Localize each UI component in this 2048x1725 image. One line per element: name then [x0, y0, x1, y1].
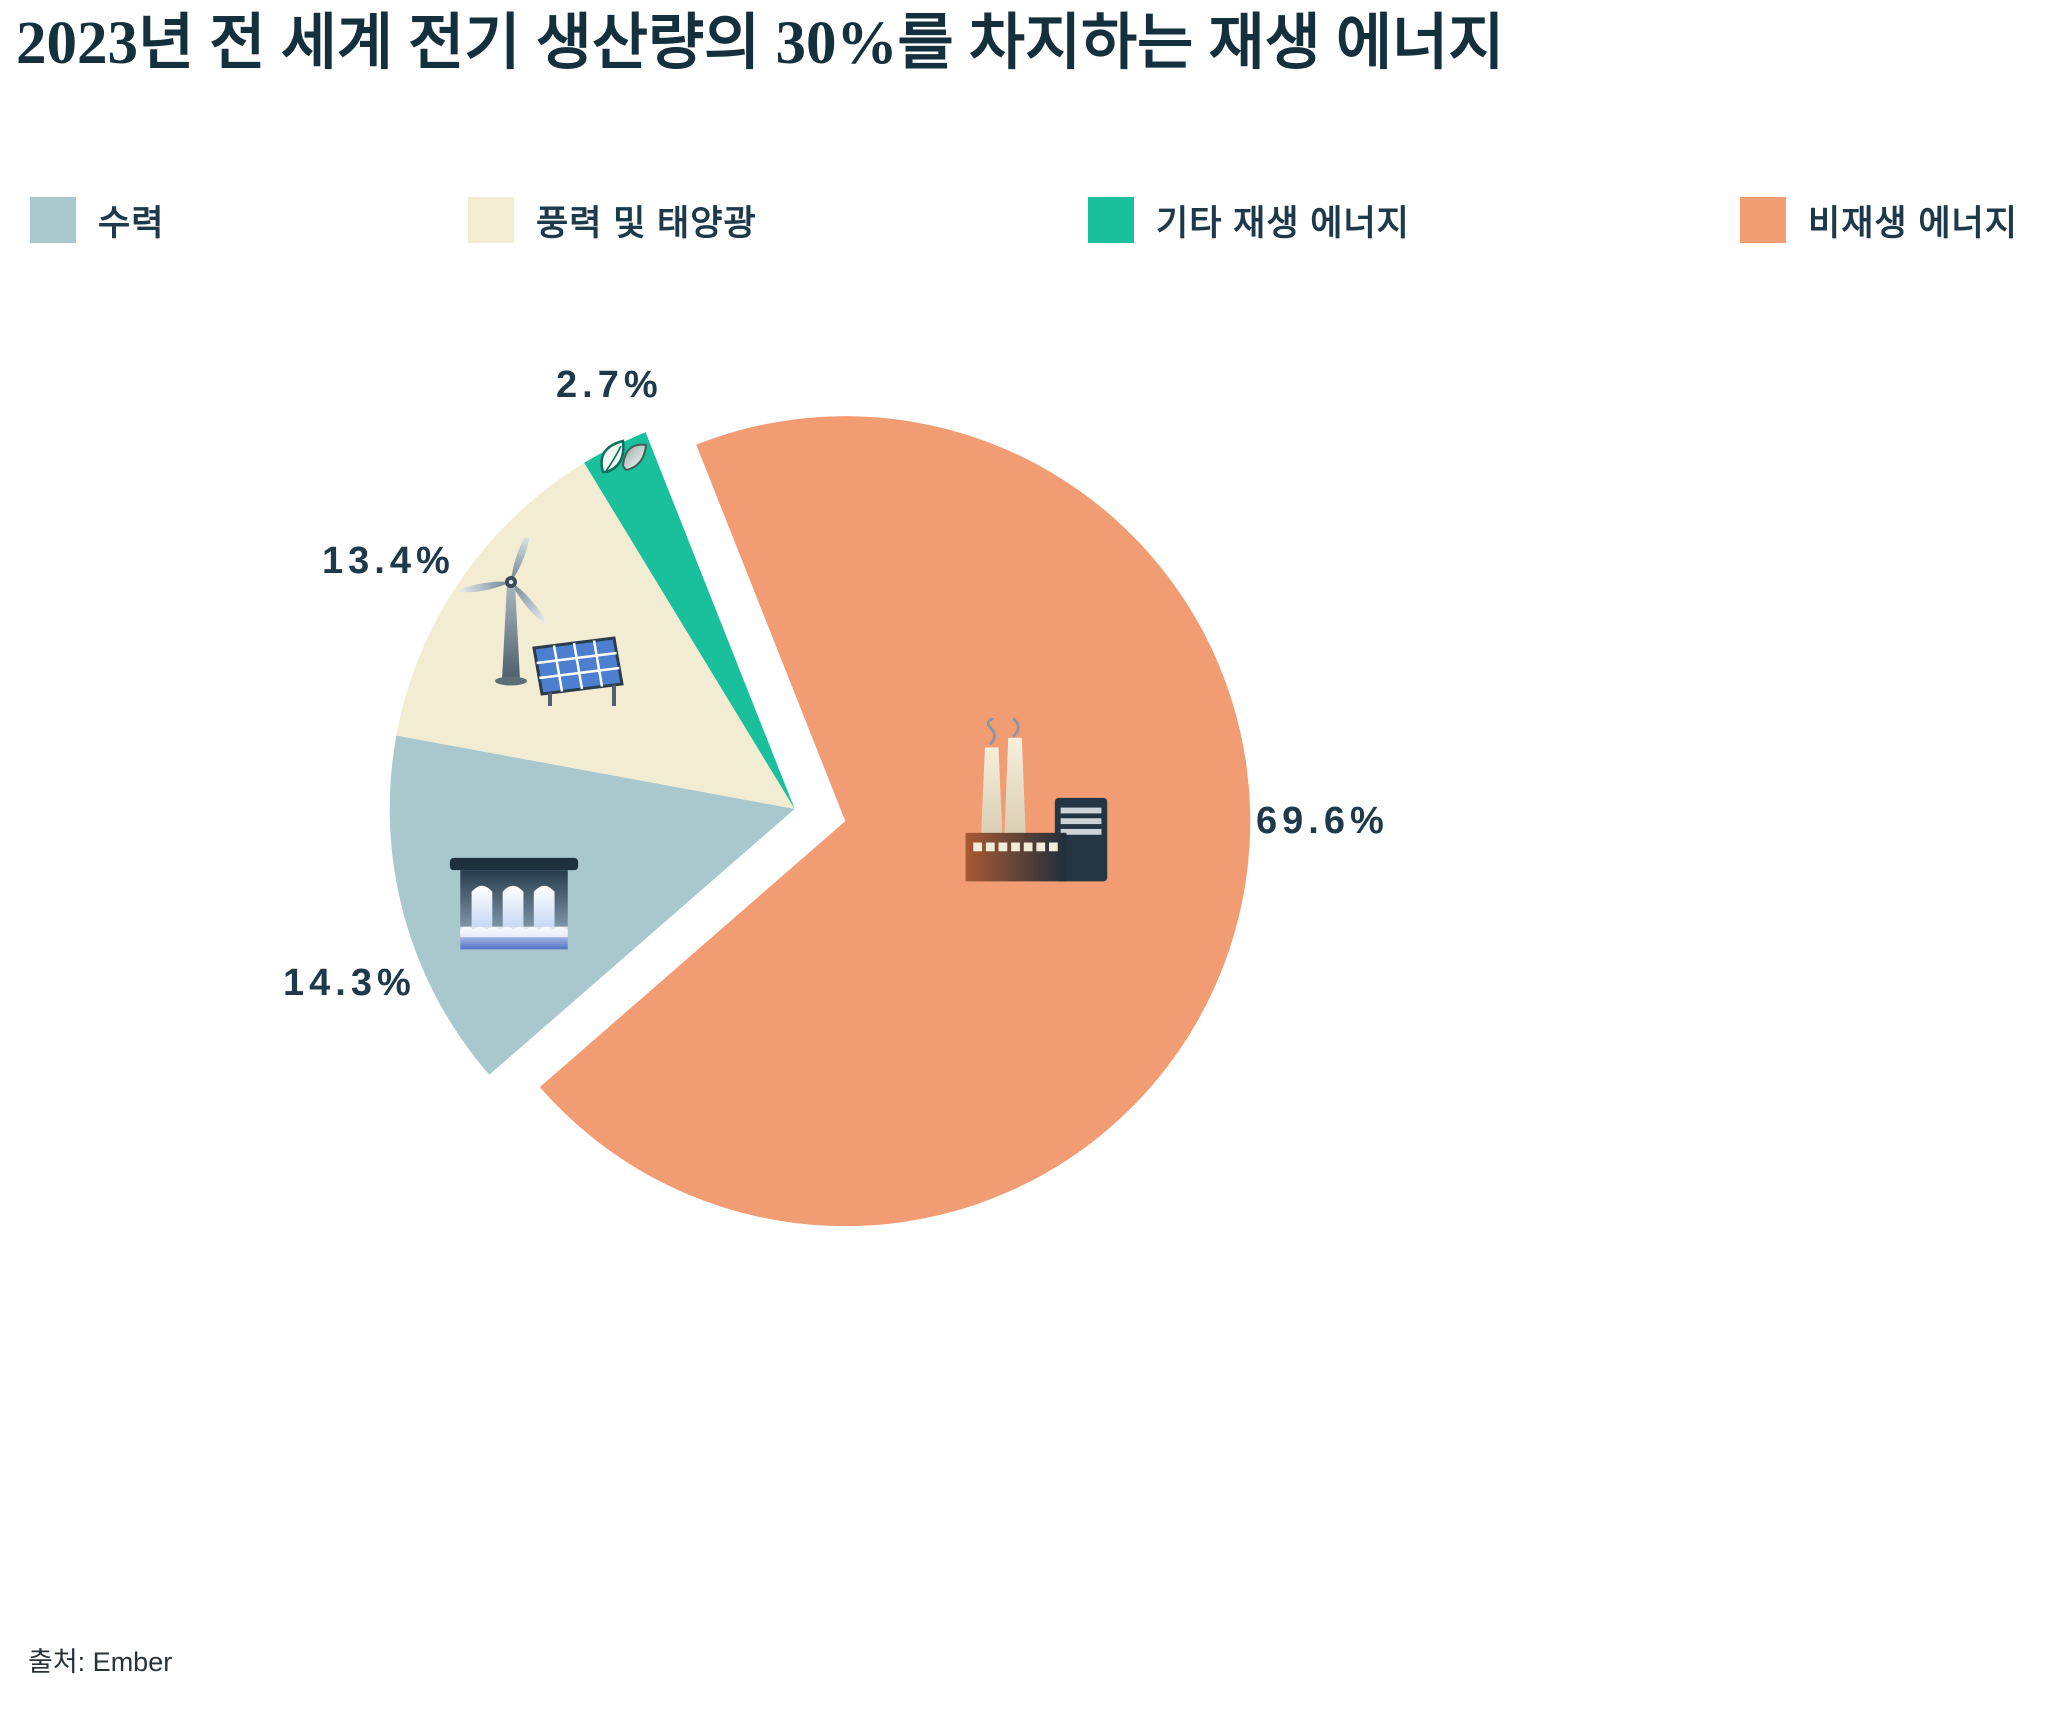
slice-label-other-renewable: 2.7%	[556, 364, 663, 406]
page-title: 2023년 전 세계 전기 생산량의 30%를 차지하는 재생 에너지	[16, 10, 1505, 77]
slice-label-nonrenewable: 69.6%	[1256, 800, 1389, 842]
legend-swatch-nonrenewable	[1740, 197, 1786, 243]
wind-turbine-solar-panel-icon	[457, 538, 624, 706]
pie-slice-hydro	[389, 735, 795, 1075]
leaf-icon	[600, 439, 648, 474]
hydro-dam-icon	[449, 857, 579, 950]
legend-label-wind-solar: 풍력 및 태양광	[536, 203, 757, 243]
legend-item-nonrenewable: 비재생 에너지	[1740, 196, 2018, 244]
slice-label-wind-solar: 13.4%	[322, 540, 455, 582]
legend-label-nonrenewable: 비재생 에너지	[1808, 203, 2018, 243]
legend-item-wind-solar: 풍력 및 태양광	[468, 196, 757, 244]
slice-label-hydro: 14.3%	[283, 962, 416, 1004]
factory-icon	[965, 718, 1108, 882]
legend-swatch-hydro	[30, 197, 76, 243]
legend-item-hydro: 수력	[30, 196, 164, 244]
pie-slice-nonrenewable	[539, 416, 1251, 1227]
legend-item-other-renewable: 기타 재생 에너지	[1088, 196, 1410, 244]
pie-slice-wind-solar	[396, 462, 795, 809]
legend-swatch-wind-solar	[468, 197, 514, 243]
legend-label-hydro: 수력	[98, 203, 165, 243]
source-note: 출처: Ember	[28, 1647, 173, 1677]
pie-slice-other-renewable	[584, 432, 795, 809]
legend-swatch-other-renewable	[1088, 197, 1134, 243]
legend-label-other-renewable: 기타 재생 에너지	[1156, 203, 1410, 243]
